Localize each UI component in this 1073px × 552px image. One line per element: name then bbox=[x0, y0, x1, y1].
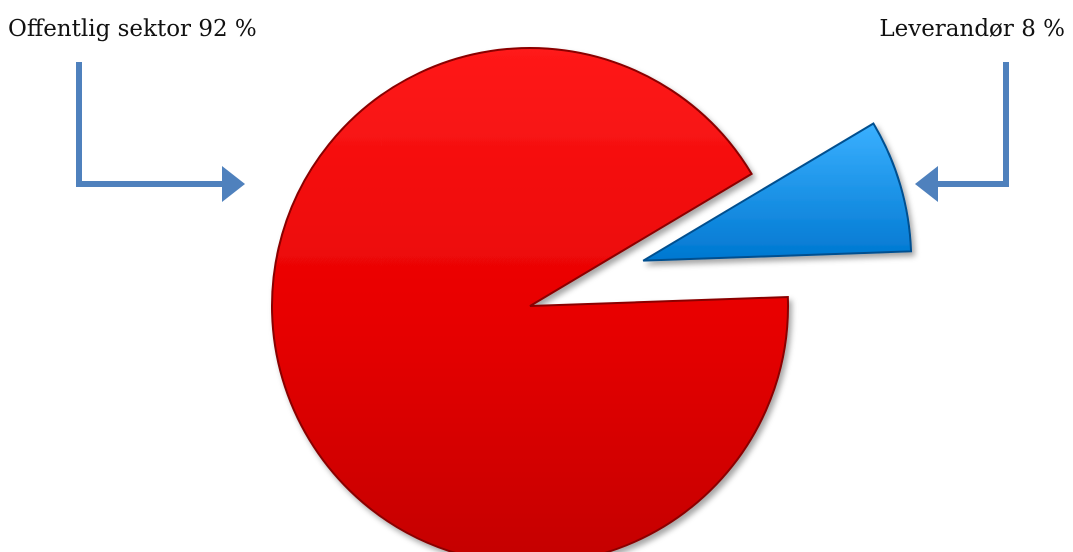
pie-slice-offentlig-sektor bbox=[271, 47, 789, 552]
label-leverandor: Leverandør 8 % bbox=[879, 16, 1065, 42]
arrow-leverandor bbox=[938, 62, 1009, 187]
arrow-leverandor-head bbox=[915, 166, 938, 202]
arrow-offentlig-sektor-head bbox=[222, 166, 245, 202]
pie-slice-leverandor bbox=[642, 122, 913, 262]
label-offentlig-sektor: Offentlig sektor 92 % bbox=[8, 16, 257, 42]
arrow-offentlig-sektor bbox=[76, 62, 222, 187]
